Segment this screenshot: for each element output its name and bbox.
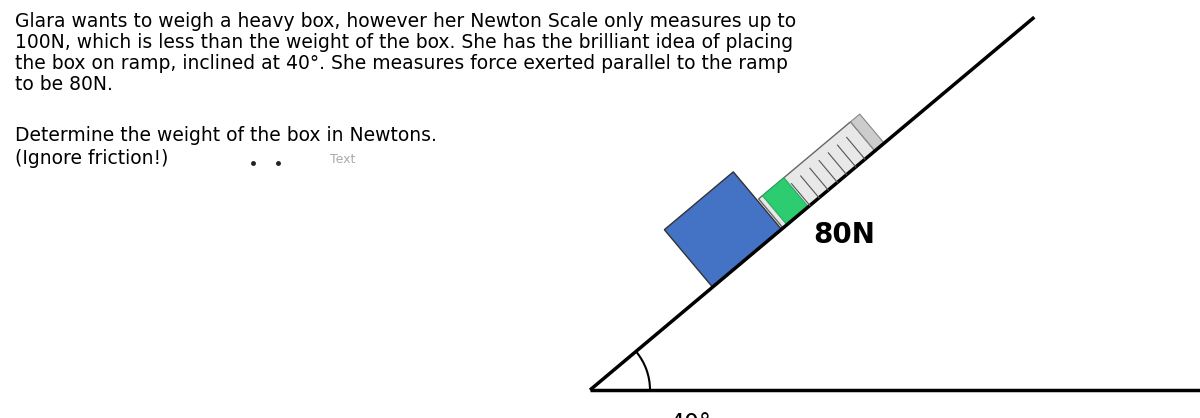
Text: 100N, which is less than the weight of the box. She has the brilliant idea of pl: 100N, which is less than the weight of t… bbox=[14, 33, 793, 52]
Text: 40°: 40° bbox=[670, 412, 712, 418]
Text: the box on ramp, inclined at 40°. She measures force exerted parallel to the ram: the box on ramp, inclined at 40°. She me… bbox=[14, 54, 788, 73]
Polygon shape bbox=[762, 178, 809, 225]
Polygon shape bbox=[851, 114, 884, 151]
Text: Glara wants to weigh a heavy box, however her Newton Scale only measures up to: Glara wants to weigh a heavy box, howeve… bbox=[14, 12, 796, 31]
Text: Determine the weight of the box in Newtons.: Determine the weight of the box in Newto… bbox=[14, 126, 437, 145]
Text: to be 80N.: to be 80N. bbox=[14, 75, 113, 94]
Polygon shape bbox=[758, 122, 875, 228]
Text: Text: Text bbox=[330, 153, 355, 166]
Polygon shape bbox=[665, 172, 781, 287]
Text: 80N: 80N bbox=[814, 222, 875, 250]
Text: (Ignore friction!): (Ignore friction!) bbox=[14, 149, 168, 168]
